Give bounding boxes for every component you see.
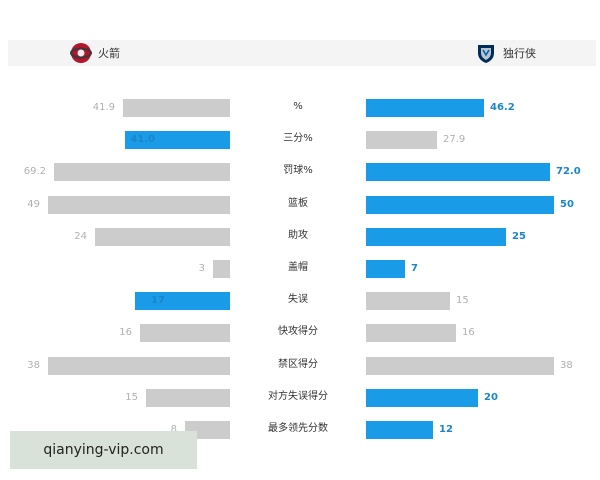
watermark: qianying-vip.com: [10, 431, 197, 469]
right-value: 46.2: [490, 102, 515, 113]
stat-row: 17 失误 15: [0, 290, 600, 311]
right-value: 72.0: [556, 166, 581, 178]
left-value: 41.9: [92, 102, 115, 113]
stat-row: 38 禁区得分 38: [0, 355, 600, 375]
left-value: 17: [151, 295, 165, 307]
right-bar: [366, 421, 433, 439]
right-value: 12: [439, 424, 453, 435]
stat-label: 罚球%: [283, 165, 313, 177]
right-bar: [366, 195, 554, 214]
team-left[interactable]: 火箭: [70, 40, 120, 66]
stat-label: 快攻得分: [278, 326, 318, 338]
stat-row: 49 篮板 50: [0, 194, 600, 214]
stat-label: 篮板: [288, 197, 308, 209]
right-value: 7: [411, 263, 418, 274]
right-value: 25: [512, 230, 526, 242]
right-value: 15: [456, 295, 469, 307]
right-bar: [366, 388, 478, 407]
right-bar: [366, 356, 554, 375]
left-bar: [125, 131, 230, 150]
left-value: 41.0: [130, 134, 155, 146]
stat-row: 16 快攻得分 16: [0, 322, 600, 343]
stat-row: 24 助攻 25: [0, 226, 600, 246]
left-bar: [48, 195, 230, 214]
right-value: 16: [462, 327, 475, 339]
right-bar: [366, 324, 456, 343]
stat-label: 助攻: [288, 229, 308, 241]
left-bar: [48, 356, 230, 375]
left-value: 15: [125, 391, 138, 403]
rockets-logo-icon: [70, 42, 92, 64]
right-value: 27.9: [443, 134, 466, 146]
stat-label: 最多领先分数: [268, 423, 328, 434]
team-right-name: 独行侠: [503, 47, 536, 60]
stat-row: 3 盖帽 7: [0, 258, 600, 278]
right-value: 38: [560, 359, 573, 371]
right-bar: [366, 163, 550, 182]
left-value: 69.2: [23, 166, 46, 178]
left-bar: [213, 260, 230, 278]
stat-row: 15 对方失误得分 20: [0, 387, 600, 407]
left-bar: [140, 324, 230, 343]
left-value: 3: [198, 263, 205, 274]
left-bar: [54, 163, 230, 182]
left-value: 38: [27, 359, 40, 371]
right-value: 20: [484, 391, 498, 403]
right-bar: [366, 292, 450, 311]
stat-row: 41.9% 46.2: [0, 97, 600, 117]
teams-header: 火箭 独行侠: [8, 40, 596, 66]
right-bar: [366, 260, 405, 278]
stat-row: 69.2 罚球% 72.0: [0, 161, 600, 182]
left-bar: [135, 292, 230, 311]
right-bar: [366, 131, 437, 150]
team-left-name: 火箭: [98, 47, 120, 60]
stat-row: 41.0 三分% 27.9: [0, 129, 600, 150]
left-bar: [123, 99, 230, 117]
right-bar: [366, 227, 506, 246]
stat-label: 对方失误得分: [268, 390, 328, 402]
stat-label: 盖帽: [288, 262, 308, 273]
left-bar: [146, 388, 230, 407]
left-value: 8: [170, 424, 177, 435]
left-bar: [95, 227, 230, 246]
stat-label: 禁区得分: [278, 358, 318, 370]
right-bar: [366, 99, 484, 117]
mavericks-logo-icon: [475, 42, 497, 64]
stat-label: 三分%: [283, 133, 313, 145]
stat-label: %: [293, 101, 303, 112]
stat-label: 失误: [288, 294, 308, 306]
left-value: 16: [119, 327, 132, 339]
left-value: 49: [27, 198, 40, 210]
left-value: 24: [74, 230, 87, 242]
watermark-text: qianying-vip.com: [43, 442, 164, 458]
team-right[interactable]: 独行侠: [475, 40, 536, 66]
right-value: 50: [560, 198, 574, 210]
